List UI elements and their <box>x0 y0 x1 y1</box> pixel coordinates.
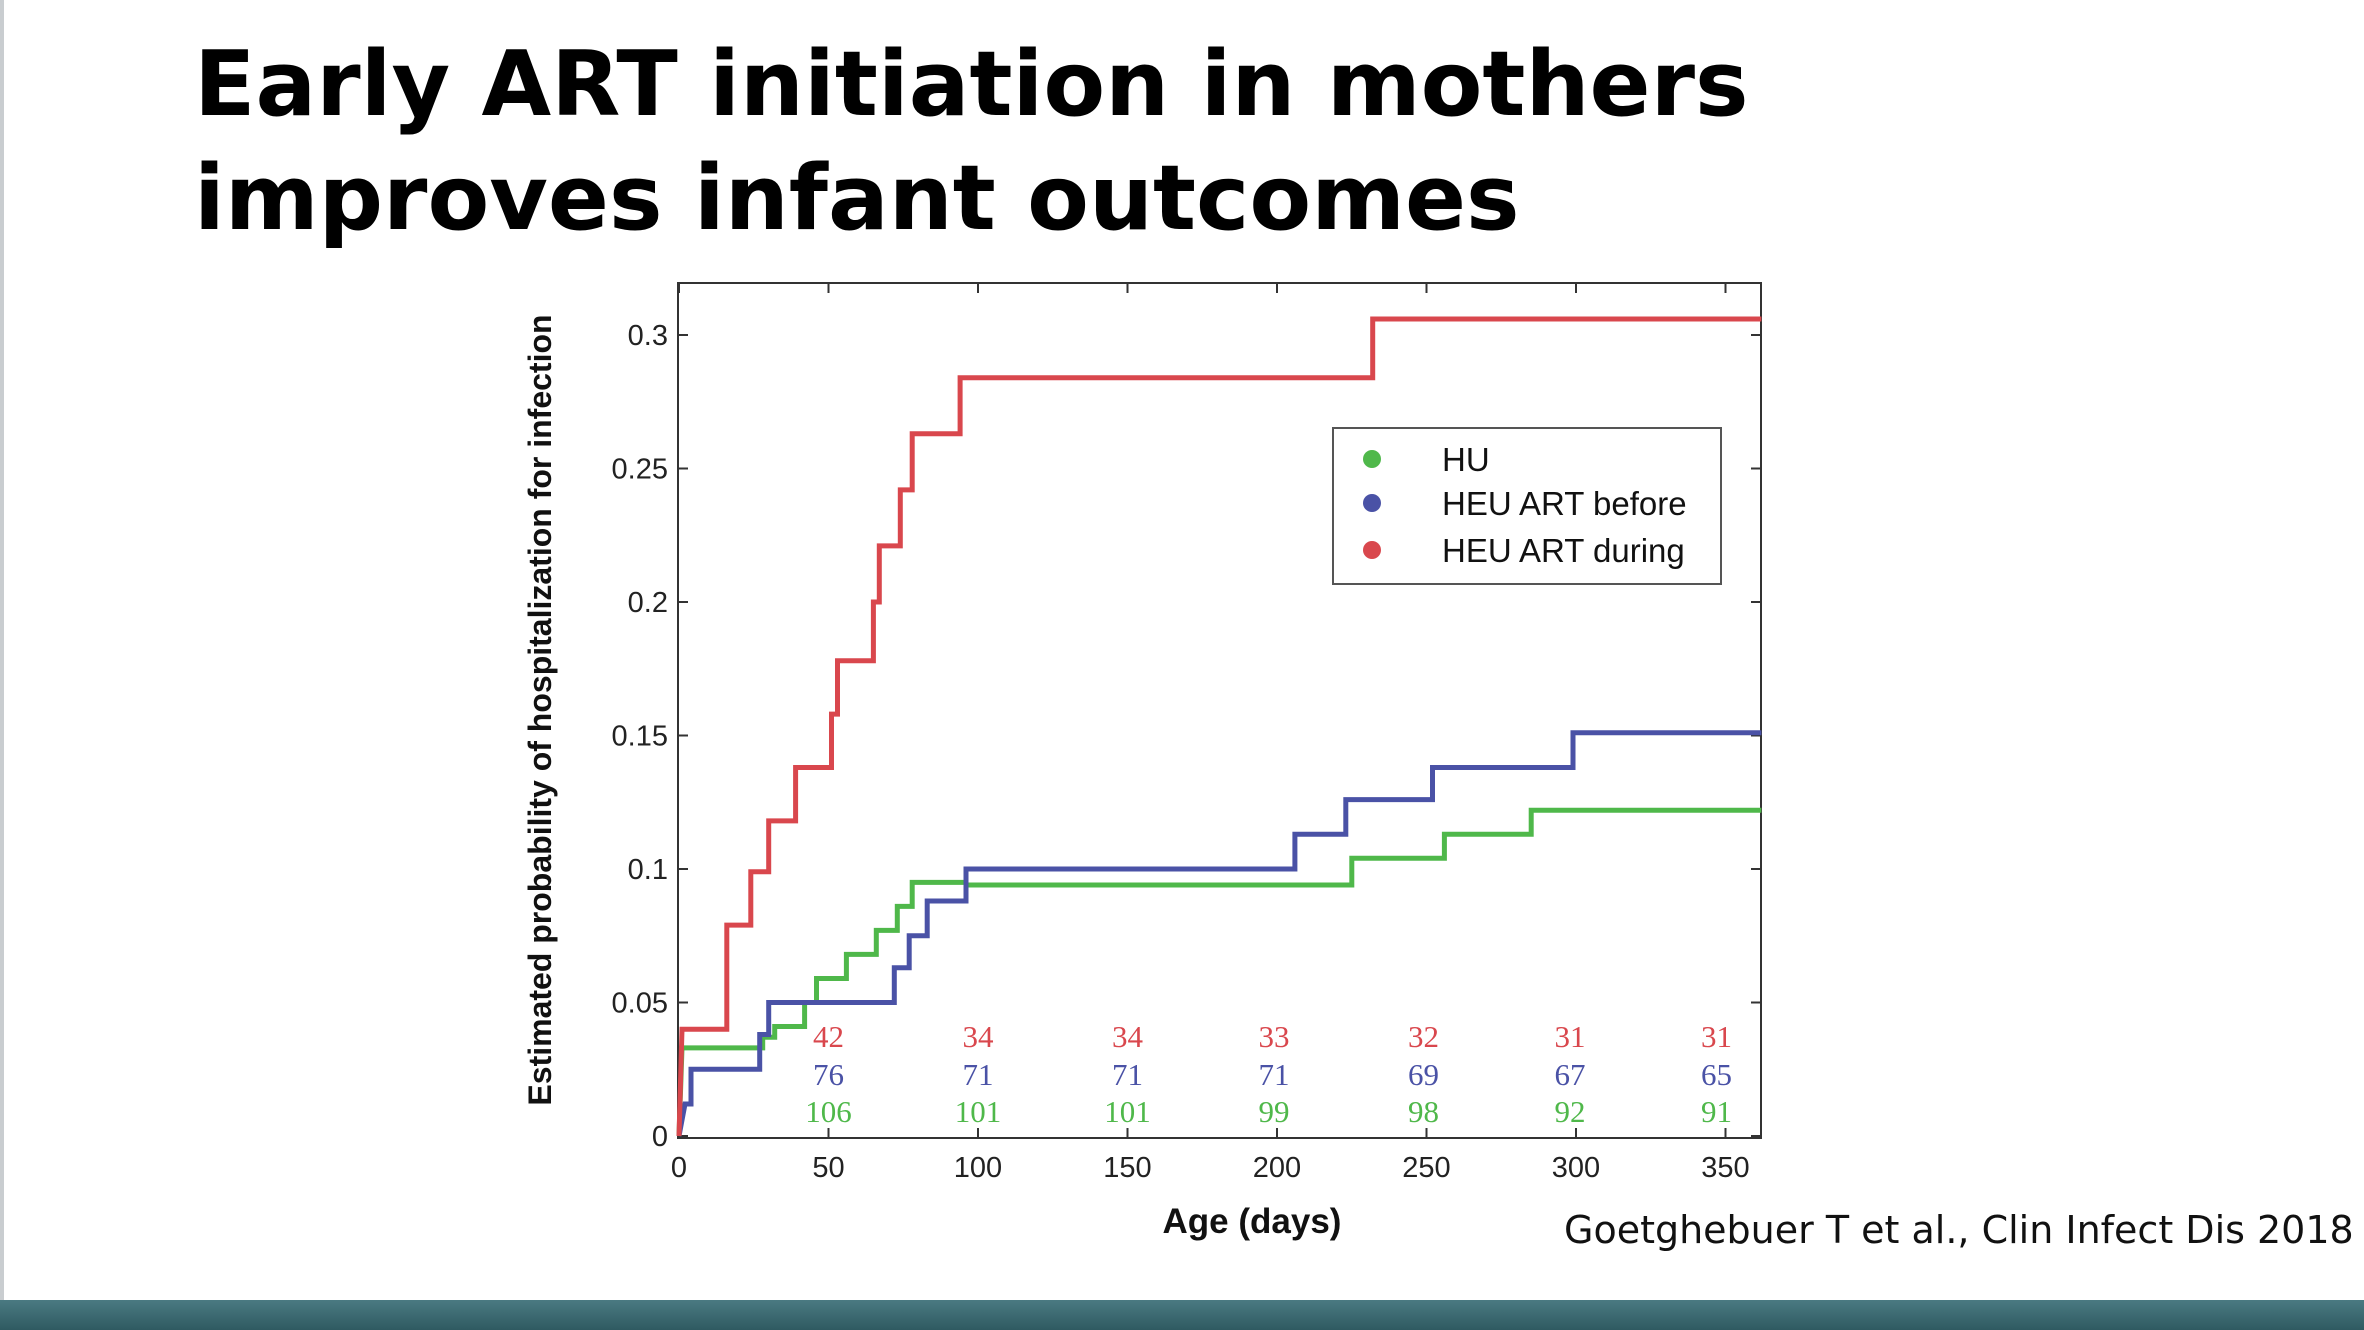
at-risk-count: 65 <box>1701 1057 1732 1092</box>
citation: Goetghebuer T et al., Clin Infect Dis 20… <box>1564 1208 2354 1252</box>
at-risk-count: 69 <box>1408 1057 1439 1092</box>
x-tick-label: 150 <box>1103 1152 1151 1184</box>
series-line-heu-art-during <box>676 316 1762 1137</box>
at-risk-count: 101 <box>1104 1094 1151 1129</box>
at-risk-count: 106 <box>805 1094 852 1129</box>
series-line-heu-art-before <box>676 730 1762 1137</box>
at-risk-count: 42 <box>813 1019 844 1054</box>
y-tick-label: 0.15 <box>612 721 668 753</box>
legend-box <box>1332 427 1722 585</box>
at-risk-count: 98 <box>1408 1094 1439 1129</box>
x-tick-label: 300 <box>1552 1152 1600 1184</box>
at-risk-count: 31 <box>1701 1019 1732 1054</box>
x-tick-label: 250 <box>1402 1152 1450 1184</box>
y-axis-label: Estimated probability of hospitalization… <box>522 314 558 1105</box>
legend-marker <box>1363 494 1381 512</box>
y-tick-label: 0.3 <box>628 320 668 352</box>
at-risk-count: 34 <box>1112 1019 1144 1054</box>
at-risk-count: 33 <box>1259 1019 1290 1054</box>
at-risk-count: 71 <box>1112 1057 1143 1092</box>
legend-label: HEU ART during <box>1442 532 1685 569</box>
x-tick-label: 50 <box>812 1152 844 1184</box>
y-tick-label: 0 <box>652 1121 668 1153</box>
y-tick-label: 0.2 <box>628 587 668 619</box>
at-risk-count: 92 <box>1555 1094 1586 1129</box>
series-line-hu <box>676 807 1762 1137</box>
legend-label: HEU ART before <box>1442 485 1687 522</box>
window-bottom-strip <box>0 1300 2364 1330</box>
y-tick-label: 0.1 <box>628 854 668 886</box>
x-tick-label: 200 <box>1253 1152 1301 1184</box>
x-tick-label: 100 <box>954 1152 1002 1184</box>
at-risk-count: 67 <box>1555 1057 1586 1092</box>
y-tick-label: 0.05 <box>612 988 668 1020</box>
legend-marker <box>1363 450 1381 468</box>
slide: Early ART initiation in mothers improves… <box>0 0 2364 1300</box>
x-tick-label: 350 <box>1701 1152 1749 1184</box>
at-risk-count: 31 <box>1555 1019 1586 1054</box>
at-risk-count: 101 <box>955 1094 1002 1129</box>
plot-area <box>677 282 1762 1139</box>
hospitalization-chart: 0 50 100 150 200 250 300 350 0 0.05 0.1 0.15 0.2 0.25… <box>522 282 1762 1241</box>
at-risk-count: 71 <box>1259 1057 1290 1092</box>
at-risk-count: 99 <box>1259 1094 1290 1129</box>
at-risk-count: 91 <box>1701 1094 1732 1129</box>
y-tick-label: 0.25 <box>612 454 668 486</box>
at-risk-count: 71 <box>963 1057 994 1092</box>
x-axis-label: Age (days) <box>1163 1202 1342 1241</box>
at-risk-count: 76 <box>813 1057 844 1092</box>
x-tick-label: 0 <box>671 1152 687 1184</box>
legend-marker <box>1363 541 1381 559</box>
legend-label: HU <box>1442 441 1490 478</box>
slide-title: Early ART initiation in mothers improves… <box>194 32 1749 251</box>
at-risk-count: 34 <box>963 1019 995 1054</box>
at-risk-count: 32 <box>1408 1019 1439 1054</box>
